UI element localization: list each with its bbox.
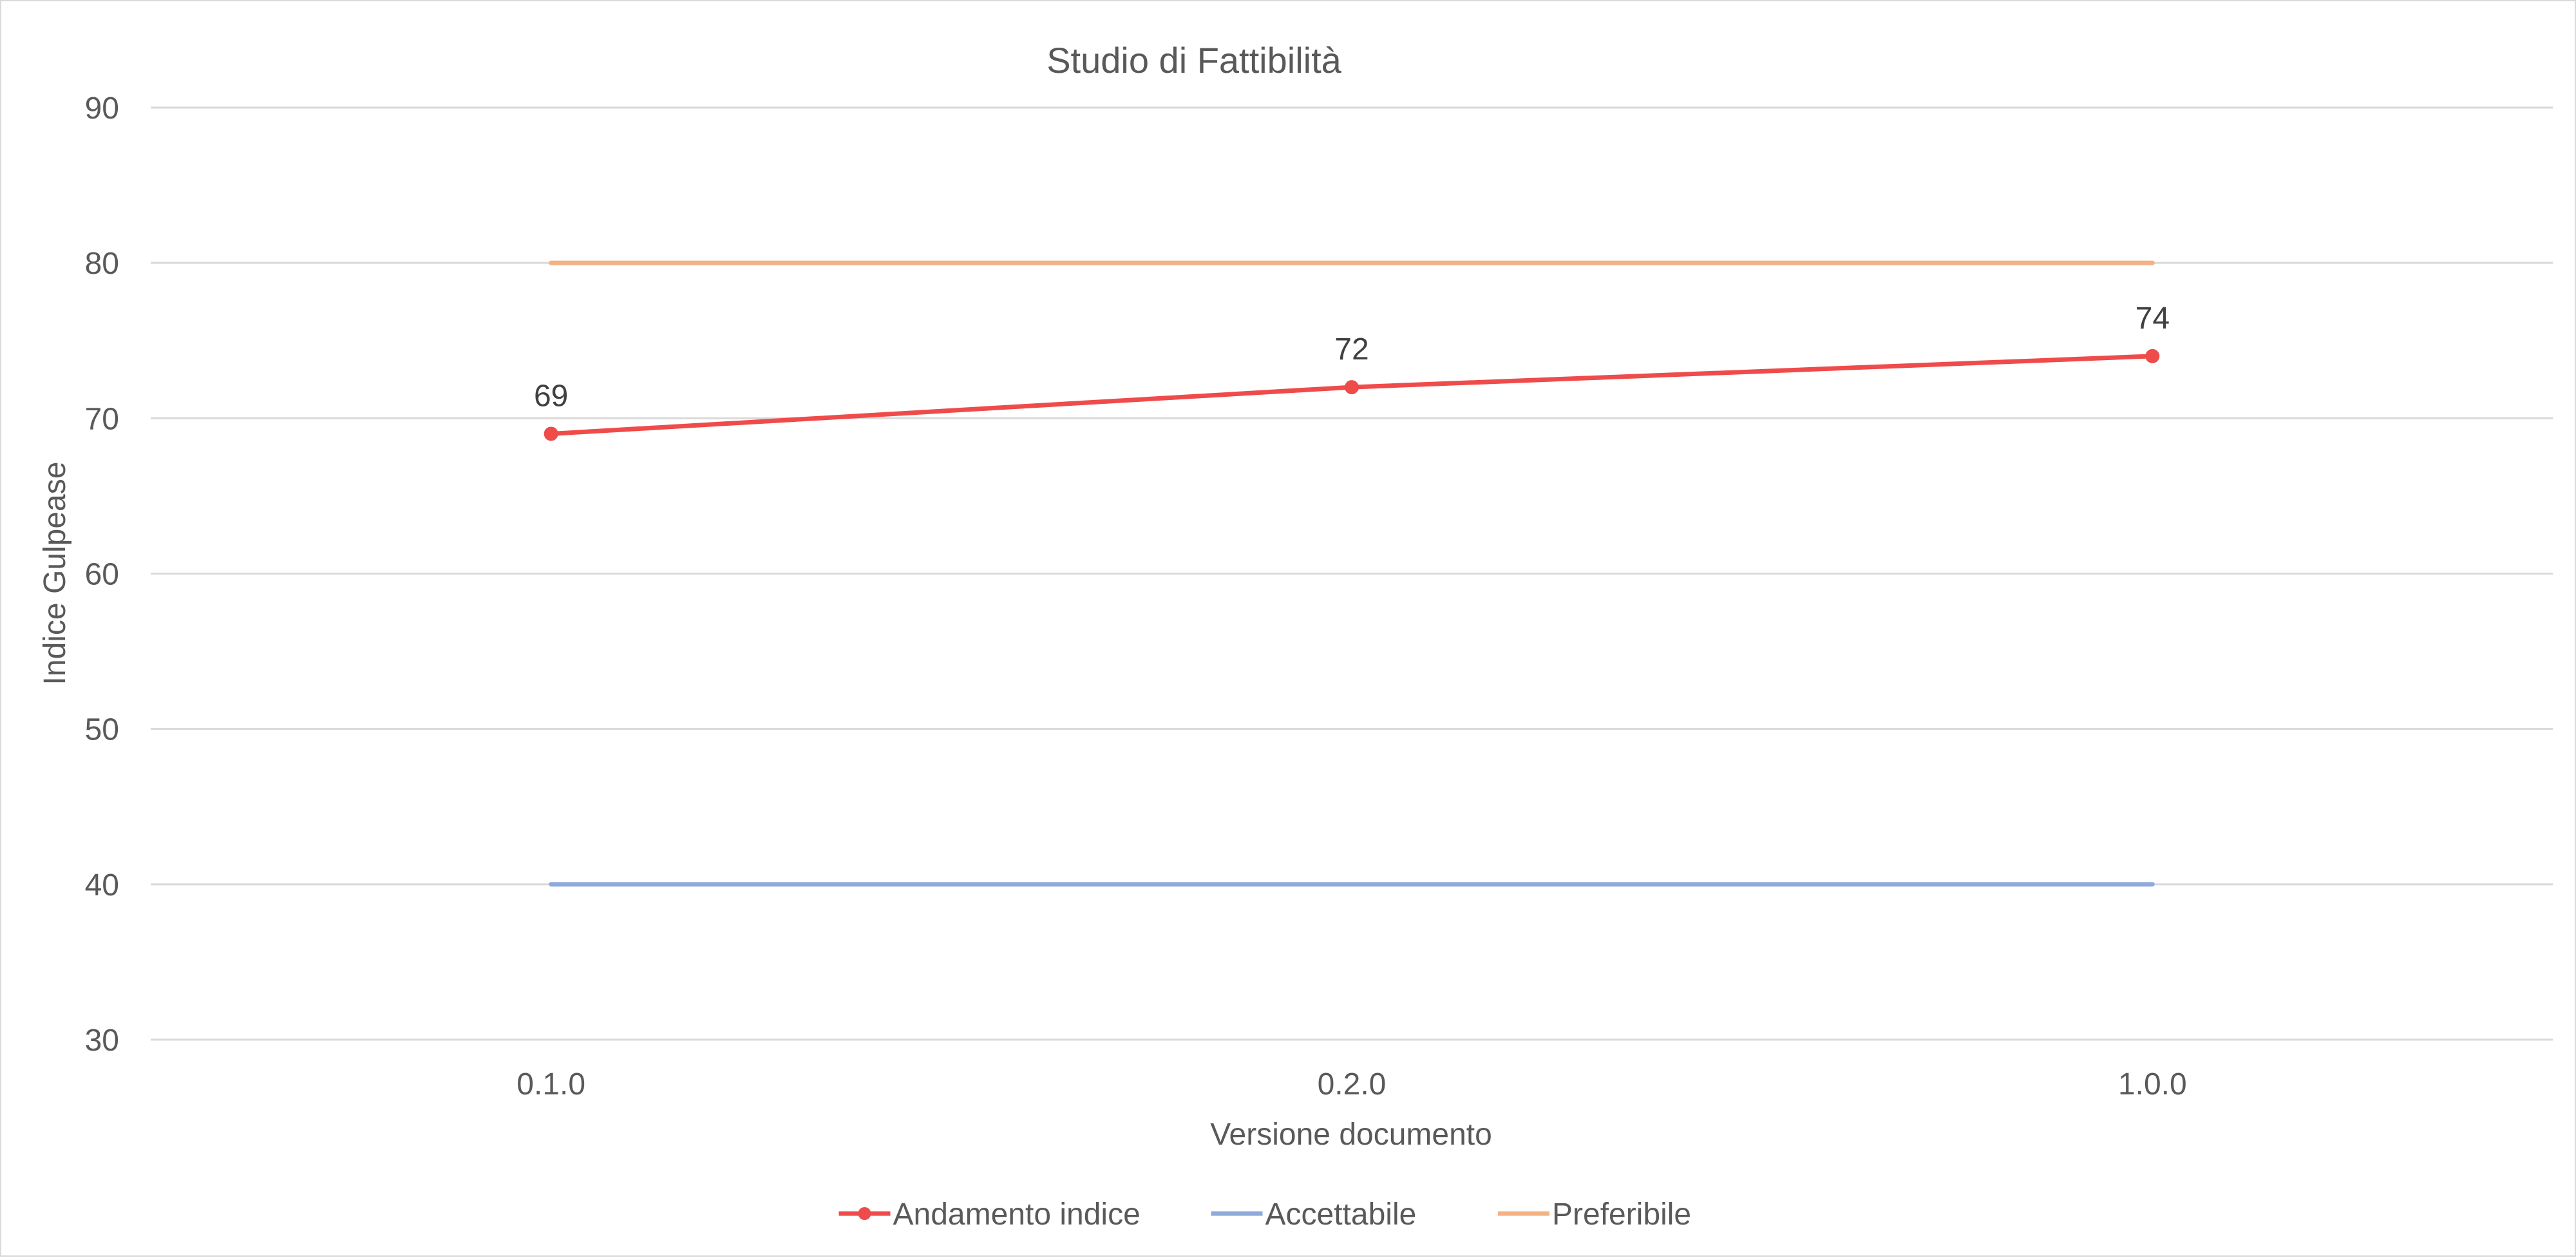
y-tick-label: 60	[85, 558, 119, 592]
legend-marker	[858, 1207, 871, 1220]
legend: Andamento indice Accettabile Preferibile	[838, 1197, 1691, 1232]
data-label: 69	[534, 379, 568, 413]
series-line	[549, 354, 2155, 436]
legend-label: Accettabile	[1265, 1197, 1417, 1232]
legend-item: Andamento indice	[838, 1197, 1141, 1232]
data-label: 74	[2136, 301, 2170, 336]
y-axis-ticks: 30 40 50 60 70 80 90	[85, 91, 119, 1058]
series-andamento-indice: 69 72 74	[534, 301, 2170, 441]
y-axis-title: Indice Gulpease	[38, 462, 72, 685]
y-tick-label: 30	[85, 1024, 119, 1058]
data-point	[544, 426, 558, 441]
x-axis-title: Versione documento	[1210, 1118, 1492, 1152]
legend-label: Andamento indice	[893, 1197, 1141, 1232]
legend-label: Preferibile	[1552, 1197, 1691, 1232]
y-tick-label: 40	[85, 868, 119, 902]
legend-item: Preferibile	[1498, 1197, 1691, 1232]
data-point	[2145, 348, 2160, 363]
y-tick-label: 50	[85, 713, 119, 747]
x-tick-label: 0.2.0	[1318, 1067, 1387, 1101]
data-point	[1345, 380, 1359, 395]
chart-title: Studio di Fattibilità	[1046, 40, 1341, 81]
data-label: 72	[1334, 332, 1368, 367]
y-tick-label: 70	[85, 402, 119, 436]
x-tick-label: 0.1.0	[516, 1067, 585, 1101]
x-tick-label: 1.0.0	[2118, 1067, 2187, 1101]
legend-item: Accettabile	[1211, 1197, 1417, 1232]
x-axis-ticks: 0.1.0 0.2.0 1.0.0	[516, 1067, 2186, 1101]
series-lines: 69 72 74	[534, 260, 2170, 887]
y-tick-label: 90	[85, 91, 119, 126]
y-tick-label: 80	[85, 247, 119, 281]
gridlines	[151, 106, 2553, 1041]
